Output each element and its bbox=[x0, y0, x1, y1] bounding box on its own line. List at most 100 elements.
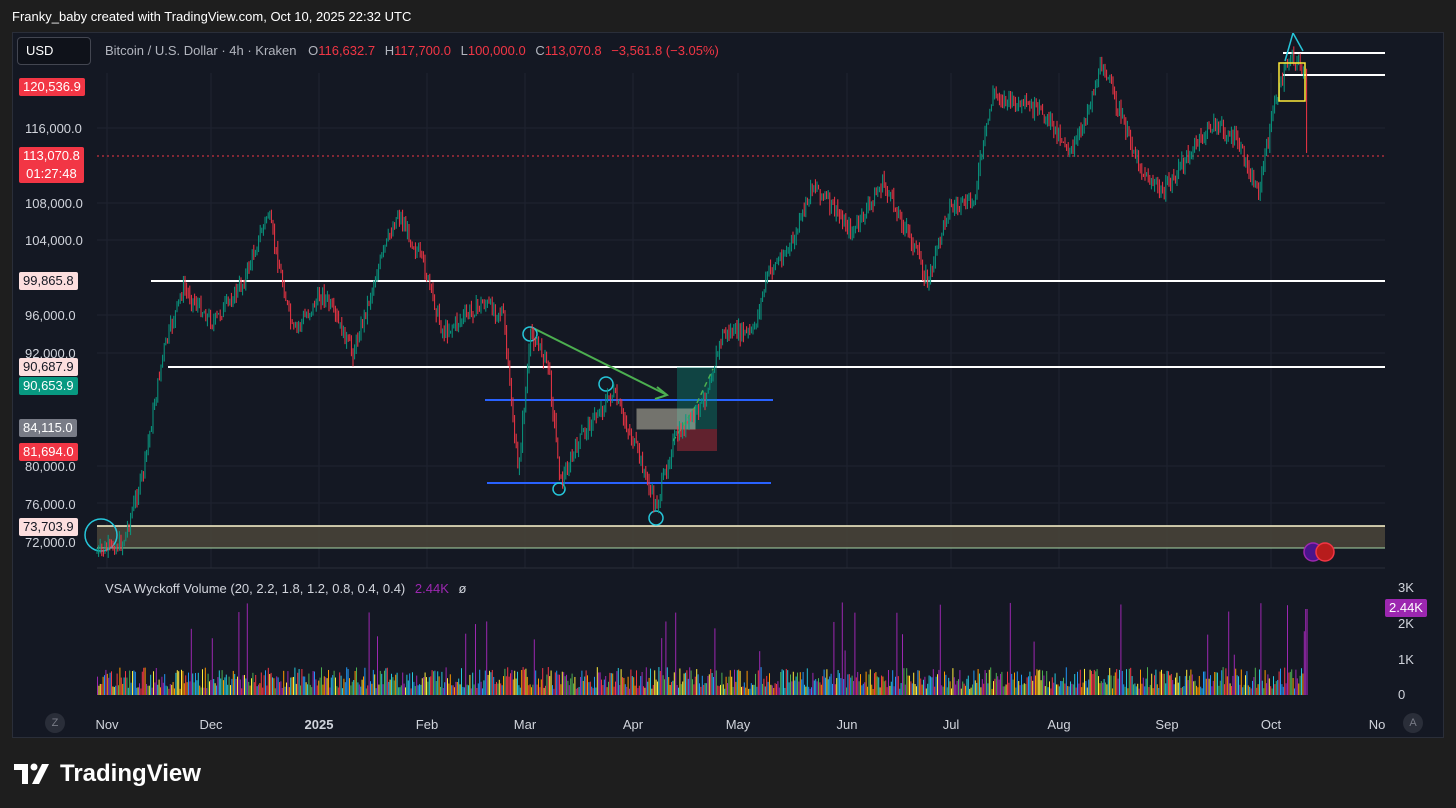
volume-bar bbox=[504, 668, 506, 695]
price-tag-green[interactable]: 90,653.9 bbox=[19, 377, 78, 395]
volume-bar bbox=[1298, 683, 1300, 695]
volume-bar bbox=[983, 683, 985, 695]
volume-bar bbox=[1081, 687, 1083, 695]
volume-bar bbox=[1123, 684, 1125, 695]
volume-bar bbox=[1201, 688, 1203, 695]
volume-bar bbox=[804, 684, 805, 695]
volume-bar bbox=[437, 671, 439, 695]
pivot-circle-4[interactable] bbox=[648, 510, 664, 526]
volume-bar bbox=[272, 677, 273, 695]
volume-bar bbox=[1138, 688, 1140, 695]
volume-bar bbox=[112, 686, 114, 695]
volume-bar bbox=[776, 684, 777, 695]
pivot-circle-5[interactable] bbox=[84, 518, 118, 552]
trend-arrow-line[interactable] bbox=[530, 326, 668, 396]
long-position-target[interactable] bbox=[677, 367, 717, 429]
volume-axis-label: 3K bbox=[1398, 580, 1414, 595]
volume-bar bbox=[234, 673, 236, 695]
volume-bar bbox=[1285, 683, 1287, 695]
volume-bar bbox=[1261, 680, 1263, 695]
volume-bar bbox=[1008, 682, 1010, 695]
top-triangle bbox=[1284, 33, 1304, 62]
volume-bar bbox=[1016, 671, 1018, 695]
volume-bar bbox=[589, 681, 591, 695]
volume-bar bbox=[837, 670, 839, 695]
volume-bar bbox=[127, 687, 129, 695]
volume-bar bbox=[1225, 668, 1227, 695]
volume-bar bbox=[364, 667, 366, 695]
time-axis-label: Oct bbox=[1260, 717, 1282, 732]
price-tag-support[interactable]: 90,687.9 bbox=[19, 358, 78, 376]
pivot-circle-3[interactable] bbox=[552, 482, 566, 496]
volume-bar bbox=[596, 667, 598, 695]
volume-bar bbox=[683, 673, 685, 695]
long-position-stop[interactable] bbox=[677, 429, 717, 451]
volume-bar bbox=[1203, 671, 1204, 695]
price-axis-label: 92,000.0 bbox=[25, 346, 76, 361]
volume-bar bbox=[353, 680, 355, 695]
volume-bar bbox=[1252, 680, 1253, 695]
volume-bar bbox=[106, 673, 108, 695]
volume-bar bbox=[998, 679, 1000, 695]
time-axis-label: Nov bbox=[95, 717, 119, 732]
volume-bar bbox=[305, 682, 307, 695]
volume-indicator-legend[interactable]: VSA Wyckoff Volume (20, 2.2, 1.8, 1.2, 0… bbox=[105, 581, 466, 596]
volume-bar bbox=[609, 672, 611, 695]
volume-bar bbox=[869, 669, 871, 695]
volume-bar bbox=[161, 676, 163, 695]
volume-bar bbox=[501, 685, 503, 695]
volume-bar bbox=[679, 668, 681, 695]
volume-bar bbox=[735, 681, 737, 695]
volume-bar bbox=[636, 670, 637, 695]
volume-bar bbox=[318, 680, 320, 695]
volume-bar bbox=[1271, 688, 1273, 695]
volume-bar bbox=[445, 667, 447, 695]
volume-current-tag[interactable]: 2.44K bbox=[1385, 599, 1427, 617]
volume-bar bbox=[435, 681, 437, 695]
volume-bar bbox=[762, 683, 763, 695]
volume-bar bbox=[413, 681, 415, 695]
price-tag-last[interactable]: 113,070.8 01:27:48 bbox=[19, 147, 84, 183]
price-tag-stop[interactable]: 81,694.0 bbox=[19, 443, 78, 461]
volume-bar bbox=[438, 676, 440, 695]
price-tag-grey[interactable]: 84,115.0 bbox=[19, 419, 77, 437]
pivot-circle-1[interactable] bbox=[522, 326, 538, 342]
auto-scale-button[interactable]: A bbox=[1403, 713, 1423, 733]
volume-bar bbox=[1156, 684, 1158, 695]
volume-bar bbox=[280, 681, 282, 695]
volume-bar bbox=[1057, 684, 1059, 695]
volume-bar bbox=[911, 683, 913, 695]
volume-bar bbox=[1186, 669, 1188, 695]
volume-bar bbox=[955, 684, 957, 695]
volume-bar bbox=[942, 686, 944, 695]
volume-bar bbox=[616, 671, 618, 695]
volume-bar bbox=[1026, 677, 1028, 695]
volume-bar bbox=[146, 683, 147, 695]
chart-panel[interactable]: USD Bitcoin / U.S. Dollar · 4h · Kraken … bbox=[12, 32, 1444, 738]
symbol-name[interactable]: Bitcoin / U.S. Dollar · 4h · Kraken bbox=[105, 43, 297, 58]
pivot-circle-2[interactable] bbox=[598, 376, 614, 392]
price-tag-zone[interactable]: 73,703.9 bbox=[19, 518, 78, 536]
volume-bar bbox=[382, 684, 384, 695]
volume-bar bbox=[720, 684, 721, 695]
volume-bar bbox=[575, 688, 577, 695]
volume-bar bbox=[690, 670, 692, 695]
volume-bar bbox=[475, 624, 476, 695]
volume-bar bbox=[1214, 671, 1216, 695]
volume-bar bbox=[203, 687, 205, 695]
volume-bar bbox=[1249, 686, 1251, 695]
high-label: H bbox=[384, 43, 395, 58]
volume-bar bbox=[398, 687, 399, 695]
volume-bar bbox=[1001, 671, 1003, 695]
us-flag-event-icon[interactable] bbox=[1315, 542, 1335, 562]
price-tag-resistance[interactable]: 99,865.8 bbox=[19, 272, 78, 290]
zoom-button[interactable]: Z bbox=[45, 713, 65, 733]
price-chart-canvas[interactable] bbox=[13, 33, 1444, 738]
volume-bar bbox=[808, 686, 810, 695]
volume-bar bbox=[403, 683, 405, 695]
currency-select[interactable]: USD bbox=[17, 37, 91, 65]
volume-bar bbox=[284, 686, 286, 695]
volume-bar bbox=[1246, 671, 1248, 695]
top-box[interactable] bbox=[1278, 62, 1306, 102]
price-tag-high[interactable]: 120,536.9 bbox=[19, 78, 85, 96]
